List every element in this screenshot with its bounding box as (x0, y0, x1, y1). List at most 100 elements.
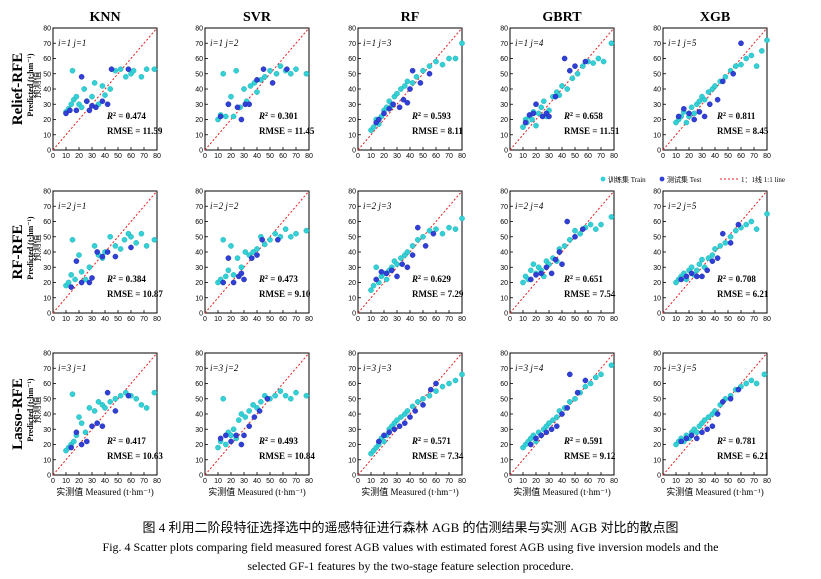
y-tick-label: 70 (653, 366, 661, 373)
x-tick-label: 80 (153, 153, 161, 160)
x-tick-label: 20 (75, 478, 83, 485)
x-tick-label: 80 (763, 316, 771, 323)
x-tick-label: 50 (419, 478, 427, 485)
x-tick-label: 70 (750, 153, 758, 160)
r-squared-label: R2 = 0.658 (563, 111, 603, 121)
train-point (65, 279, 72, 286)
train-point (282, 226, 289, 232)
x-tick-label: 10 (519, 153, 527, 160)
test-point (228, 438, 234, 445)
r-squared-label: R2 = 0.473 (258, 274, 298, 284)
y-tick-label: 30 (653, 265, 661, 272)
test-point (678, 276, 685, 283)
test-point (269, 80, 276, 86)
r-squared-label: R2 = 0.781 (716, 436, 756, 446)
x-tick-label: 20 (380, 153, 388, 160)
train-point (398, 86, 404, 92)
test-point (574, 389, 581, 396)
train-point (246, 408, 252, 414)
train-point (694, 267, 700, 274)
x-tick-label: 40 (101, 478, 109, 485)
train-point (598, 371, 604, 378)
y-tick-label: 60 (43, 219, 51, 226)
test-point (678, 438, 685, 445)
train-point (554, 414, 560, 420)
train-point (569, 75, 576, 82)
x-tick-label: 70 (140, 478, 148, 485)
train-point (722, 240, 729, 246)
train-point (572, 395, 578, 402)
train-point (151, 389, 158, 396)
test-point (704, 267, 711, 274)
test-point (543, 264, 550, 271)
y-tick-label: 80 (195, 189, 203, 196)
test-point (412, 408, 419, 414)
train-point (277, 388, 284, 394)
train-point (420, 67, 426, 74)
r-squared-label: R2 = 0.708 (716, 274, 756, 284)
y-tick-label: 60 (500, 56, 508, 63)
train-point (287, 395, 294, 402)
x-tick-label: 20 (685, 478, 693, 485)
y-tick-label: 0 (504, 311, 508, 318)
y-tick-label: 80 (348, 189, 356, 196)
test-point (580, 226, 586, 232)
test-point (735, 221, 742, 228)
y-tick-label: 40 (653, 250, 661, 257)
train-point (250, 402, 256, 408)
test-point (572, 63, 578, 69)
train-point (72, 276, 78, 283)
test-point (94, 249, 100, 255)
train-point (78, 269, 85, 275)
test-point (691, 116, 698, 123)
train-point (273, 70, 280, 77)
test-point (381, 432, 387, 439)
test-point (234, 104, 241, 111)
panel-index-label: i=2 j=4 (515, 201, 544, 211)
y-tick-label: 50 (195, 396, 203, 403)
test-point (567, 67, 573, 74)
y-tick-label: 30 (195, 427, 203, 434)
x-tick-label: 60 (127, 316, 135, 323)
r-squared-label: R2 = 0.493 (258, 436, 298, 446)
test-point (530, 110, 537, 117)
y-tick-label: 0 (47, 148, 51, 155)
train-point (439, 61, 446, 68)
y-tick-label: 20 (348, 280, 356, 287)
y-tick-label: 60 (43, 56, 51, 63)
x-tick-label: 30 (698, 153, 706, 160)
train-point (138, 402, 145, 408)
train-point (413, 74, 420, 80)
y-tick-label: 70 (195, 204, 203, 211)
train-point (404, 249, 411, 255)
train-point (587, 221, 594, 228)
test-point (274, 236, 281, 243)
y-tick-label: 0 (199, 311, 203, 318)
test-point (241, 276, 247, 283)
test-point (125, 66, 132, 72)
y-tick-label: 50 (195, 234, 203, 241)
test-point (699, 273, 705, 280)
x-tick-label: 50 (114, 316, 122, 323)
y-tick-label: 70 (348, 204, 356, 211)
rmse-label: RMSE = 11.59 (107, 126, 163, 136)
rmse-label: RMSE = 10.84 (259, 451, 315, 461)
x-tick-label: 40 (711, 153, 719, 160)
train-point (220, 236, 226, 243)
x-tick-label: 50 (724, 478, 732, 485)
row-title-relief-rfe: Relief-RFE (10, 53, 26, 125)
rmse-label: RMSE = 7.29 (412, 289, 464, 299)
x-tick-label: 30 (545, 478, 553, 485)
y-tick-label: 70 (348, 366, 356, 373)
test-point (417, 80, 424, 86)
y-tick-label: 0 (199, 473, 203, 480)
y-tick-label: 40 (500, 412, 508, 419)
train-point (254, 89, 260, 95)
test-point (538, 270, 545, 277)
train-point (538, 104, 545, 111)
train-point (258, 398, 264, 405)
x-tick-label: 60 (737, 316, 745, 323)
x-tick-label: 10 (62, 153, 70, 160)
train-point (529, 116, 535, 123)
y-tick-label: 30 (43, 265, 51, 272)
